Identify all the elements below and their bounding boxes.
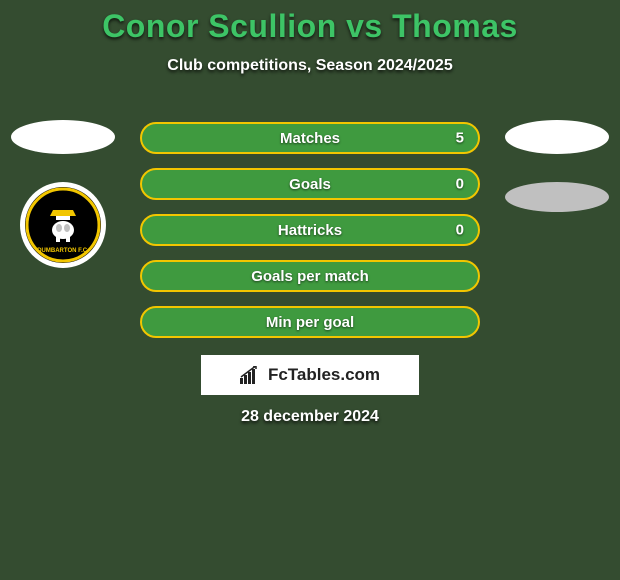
stat-value: 5 [456, 130, 464, 147]
club-right-avatar [505, 182, 609, 212]
svg-text:DUMBARTON F.C.: DUMBARTON F.C. [37, 248, 89, 254]
club-crest-left: DUMBARTON F.C. [20, 182, 106, 268]
stat-label: Matches [280, 130, 340, 147]
left-column: DUMBARTON F.C. [8, 120, 118, 268]
bar-chart-icon [240, 366, 262, 384]
stat-label: Min per goal [266, 314, 354, 331]
player-left-avatar [11, 120, 115, 154]
stat-row-goals-per-match: Goals per match [140, 260, 480, 292]
date-text: 28 december 2024 [0, 408, 620, 426]
stat-label: Goals per match [251, 268, 369, 285]
stat-value: 0 [456, 222, 464, 239]
stat-row-hattricks: Hattricks 0 [140, 214, 480, 246]
player-right-avatar [505, 120, 609, 154]
branding-badge: FcTables.com [201, 355, 419, 395]
stat-label: Hattricks [278, 222, 342, 239]
stat-row-matches: Matches 5 [140, 122, 480, 154]
stat-value: 0 [456, 176, 464, 193]
stat-row-goals: Goals 0 [140, 168, 480, 200]
stat-row-min-per-goal: Min per goal [140, 306, 480, 338]
branding-text: FcTables.com [268, 365, 380, 385]
season-subtitle: Club competitions, Season 2024/2025 [0, 57, 620, 75]
page-title: Conor Scullion vs Thomas [0, 0, 620, 45]
right-column [502, 120, 612, 212]
stat-label: Goals [289, 176, 331, 193]
page: Conor Scullion vs Thomas Club competitio… [0, 0, 620, 580]
stats-panel: Matches 5 Goals 0 Hattricks 0 Goals per … [140, 122, 480, 338]
crest-icon: DUMBARTON F.C. [20, 182, 106, 268]
